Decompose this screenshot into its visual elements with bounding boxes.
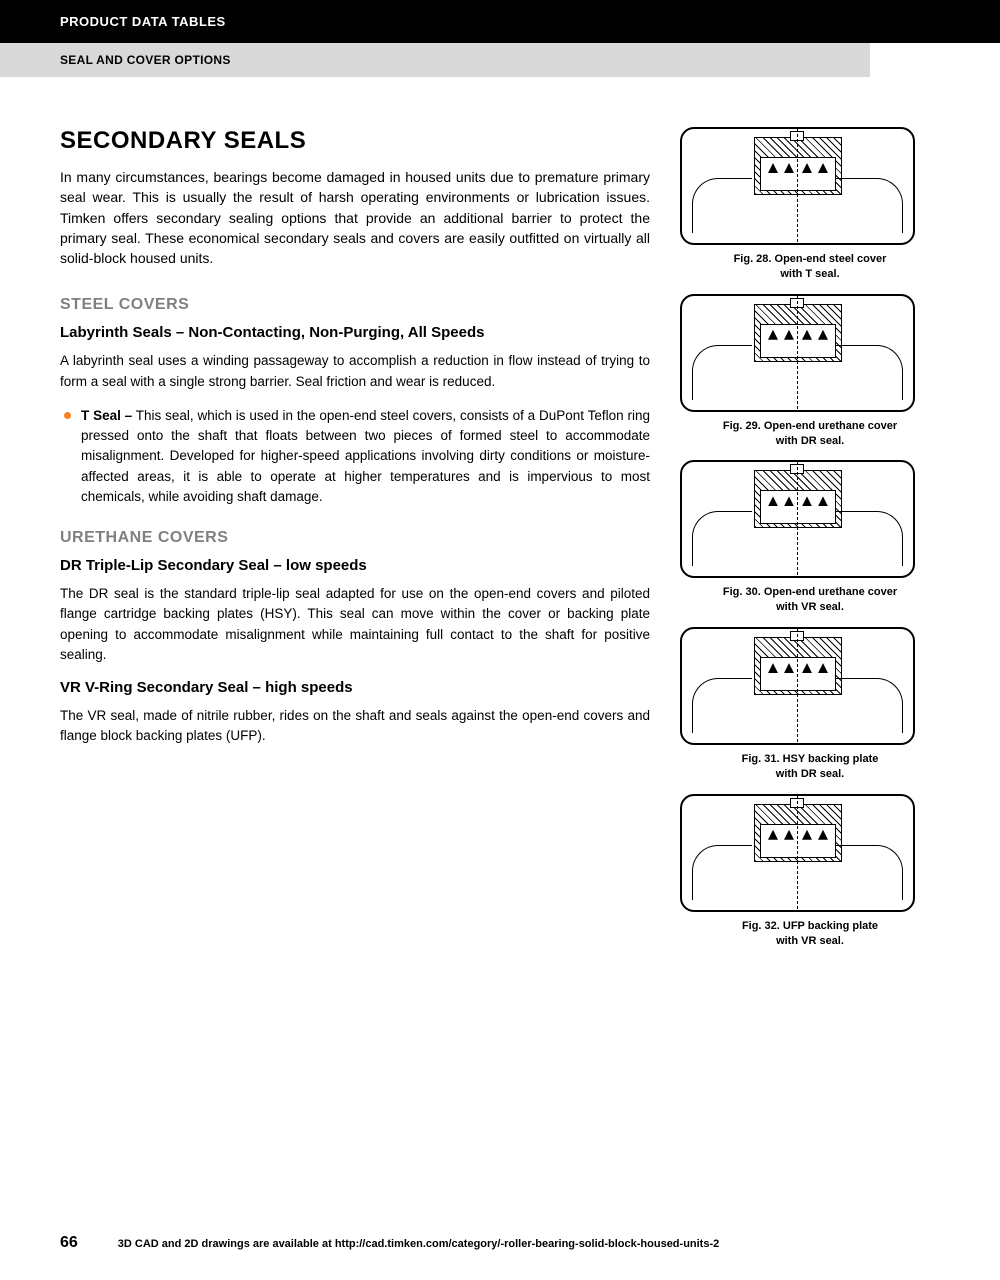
page-title: SECONDARY SEALS — [60, 127, 650, 155]
figure-28-caption: Fig. 28. Open-end steel coverwith T seal… — [680, 252, 940, 282]
body-labyrinth: A labyrinth seal uses a winding passagew… — [60, 351, 650, 392]
subsection-heading-labyrinth: Labyrinth Seals – Non-Contacting, Non-Pu… — [60, 324, 650, 341]
figure-29-diagram — [680, 294, 915, 412]
figure-32-caption: Fig. 32. UFP backing platewith VR seal. — [680, 919, 940, 949]
page-number: 66 — [60, 1234, 78, 1252]
subsection-heading-vr: VR V-Ring Secondary Seal – high speeds — [60, 679, 650, 696]
figure-31-caption: Fig. 31. HSY backing platewith DR seal. — [680, 752, 940, 782]
intro-paragraph: In many circumstances, bearings become d… — [60, 167, 650, 268]
footer-text: 3D CAD and 2D drawings are available at … — [118, 1238, 719, 1250]
body-vr: The VR seal, made of nitrile rubber, rid… — [60, 706, 650, 747]
bullet-dot-icon — [64, 412, 71, 419]
page-content: SECONDARY SEALS In many circumstances, b… — [0, 77, 1000, 960]
bullet-label: T Seal – — [81, 408, 132, 423]
header-black: PRODUCT DATA TABLES — [0, 0, 1000, 43]
figure-29: Fig. 29. Open-end urethane coverwith DR … — [680, 294, 940, 449]
figure-30-caption: Fig. 30. Open-end urethane coverwith VR … — [680, 585, 940, 615]
figure-31-diagram — [680, 627, 915, 745]
figure-30-diagram — [680, 460, 915, 578]
figure-31: Fig. 31. HSY backing platewith DR seal. — [680, 627, 940, 782]
left-column: SECONDARY SEALS In many circumstances, b… — [60, 127, 650, 960]
figure-32-diagram — [680, 794, 915, 912]
figure-28-diagram — [680, 127, 915, 245]
header-gray: SEAL AND COVER OPTIONS — [0, 43, 870, 77]
body-dr: The DR seal is the standard triple-lip s… — [60, 584, 650, 665]
figure-28: Fig. 28. Open-end steel coverwith T seal… — [680, 127, 940, 282]
section-heading-urethane: URETHANE COVERS — [60, 529, 650, 547]
bullet-text: T Seal – This seal, which is used in the… — [81, 406, 650, 507]
subsection-heading-dr: DR Triple-Lip Secondary Seal – low speed… — [60, 557, 650, 574]
figure-29-caption: Fig. 29. Open-end urethane coverwith DR … — [680, 419, 940, 449]
section-heading-steel: STEEL COVERS — [60, 296, 650, 314]
right-column: Fig. 28. Open-end steel coverwith T seal… — [680, 127, 940, 960]
figure-30: Fig. 30. Open-end urethane coverwith VR … — [680, 460, 940, 615]
page-footer: 66 3D CAD and 2D drawings are available … — [60, 1234, 940, 1252]
bullet-tseal: T Seal – This seal, which is used in the… — [60, 406, 650, 507]
figure-32: Fig. 32. UFP backing platewith VR seal. — [680, 794, 940, 949]
bullet-body: This seal, which is used in the open-end… — [81, 408, 650, 504]
